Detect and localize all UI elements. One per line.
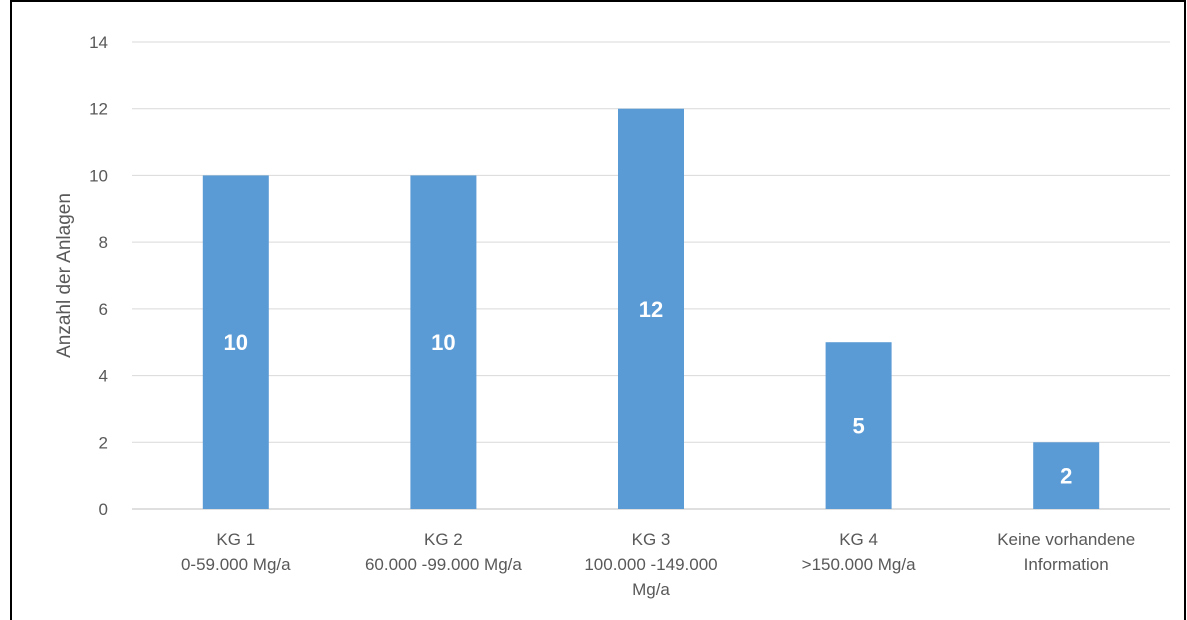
y-axis-title: Anzahl der Anlagen: [54, 193, 75, 358]
y-tick-label: 2: [99, 433, 108, 452]
x-tick-label-line: 60.000 -99.000 Mg/a: [365, 555, 522, 574]
bar: [202, 175, 269, 509]
x-tick-label-line: Information: [1024, 555, 1109, 574]
x-tick-label: KG 4 >150.000 Mg/a: [802, 530, 916, 574]
x-tick-label-line: Keine vorhandene: [997, 530, 1135, 549]
data-label: 12: [639, 297, 663, 322]
x-tick-label-line: KG 4: [839, 530, 878, 549]
x-tick-label: KG 1 0-59.000 Mg/a: [181, 530, 291, 574]
y-tick-label: 4: [99, 367, 108, 386]
x-tick-label-line: >150.000 Mg/a: [802, 555, 916, 574]
x-tick-label-line: 0-59.000 Mg/a: [181, 555, 291, 574]
x-tick-label-line: KG 3: [632, 530, 671, 549]
chart-frame: [10, 0, 1186, 620]
data-label: 5: [852, 414, 864, 439]
bar: [825, 342, 892, 509]
y-tick-label: 8: [99, 233, 108, 252]
x-tick-label-line: 100.000 -149.000: [584, 555, 717, 574]
y-tick-label: 10: [89, 166, 108, 185]
y-tick-label: 14: [89, 33, 108, 52]
y-tick-label: 6: [99, 300, 108, 319]
x-tick-label-line: Mg/a: [632, 580, 670, 599]
data-label: 2: [1060, 464, 1072, 489]
x-tick-label-line: KG 1: [216, 530, 255, 549]
x-tick-label: KG 3 100.000 -149.000 Mg/a: [584, 530, 717, 599]
x-tick-label-line: KG 2: [424, 530, 463, 549]
data-label: 10: [431, 330, 455, 355]
y-tick-label: 0: [99, 500, 108, 519]
data-label: 10: [224, 330, 248, 355]
y-tick-label: 12: [89, 100, 108, 119]
x-tick-label: Keine vorhandene Information: [997, 530, 1135, 574]
bar: [1033, 442, 1100, 509]
bar: [618, 108, 684, 509]
bar: [410, 175, 477, 509]
x-tick-label: KG 2 60.000 -99.000 Mg/a: [365, 530, 522, 574]
